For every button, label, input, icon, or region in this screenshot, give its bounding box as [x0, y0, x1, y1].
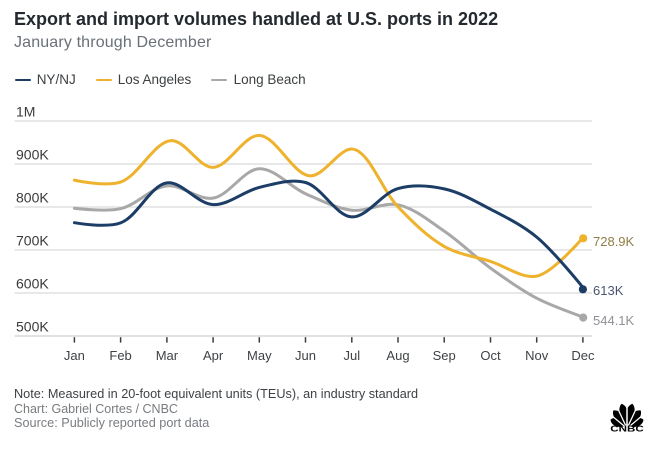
svg-text:800K: 800K	[16, 190, 49, 206]
svg-text:Nov: Nov	[525, 348, 549, 363]
svg-text:Feb: Feb	[109, 348, 131, 363]
svg-text:CNBC: CNBC	[610, 424, 644, 434]
svg-text:Jul: Jul	[343, 348, 360, 363]
svg-text:728.9K: 728.9K	[593, 234, 635, 249]
svg-text:Oct: Oct	[480, 348, 501, 363]
svg-text:Aug: Aug	[386, 348, 409, 363]
svg-text:900K: 900K	[16, 147, 49, 163]
svg-text:613K: 613K	[593, 283, 624, 298]
svg-text:500K: 500K	[16, 319, 49, 335]
svg-text:Jun: Jun	[295, 348, 316, 363]
svg-text:700K: 700K	[16, 233, 49, 249]
svg-text:Mar: Mar	[156, 348, 179, 363]
svg-text:Sep: Sep	[433, 348, 456, 363]
svg-text:Dec: Dec	[571, 348, 595, 363]
svg-text:May: May	[247, 348, 272, 363]
svg-text:Jan: Jan	[64, 348, 85, 363]
svg-text:Apr: Apr	[203, 348, 224, 363]
svg-text:1M: 1M	[16, 104, 35, 120]
svg-text:600K: 600K	[16, 276, 49, 292]
svg-text:544.1K: 544.1K	[593, 313, 635, 328]
